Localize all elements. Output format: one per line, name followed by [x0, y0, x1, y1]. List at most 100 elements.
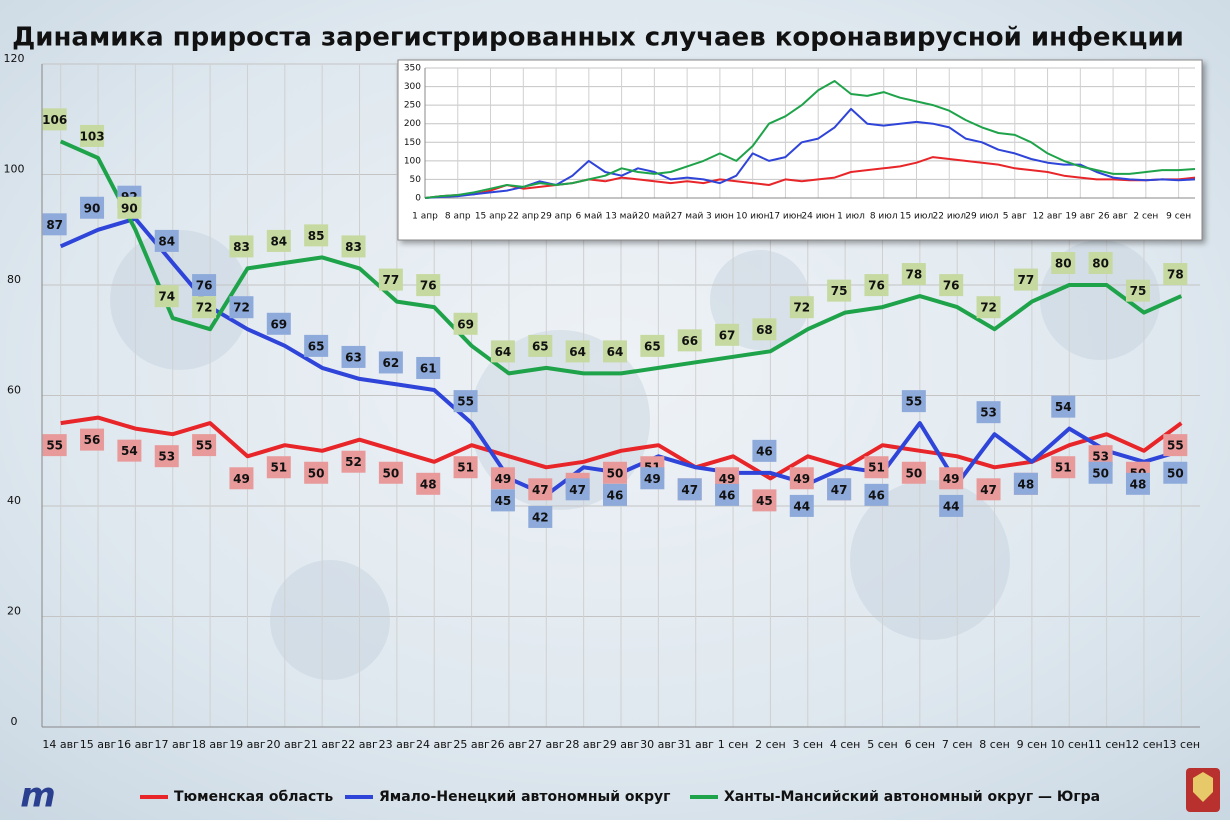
x-tick-label: 10 сен: [1051, 738, 1089, 751]
y-tick-label: 300: [404, 82, 421, 92]
x-tick-label: 22 авг: [341, 738, 378, 751]
data-label: 62: [383, 356, 400, 370]
x-tick-label: 17 авг: [154, 738, 191, 751]
data-label-box: [378, 268, 403, 291]
y-tick-label: 250: [404, 101, 421, 111]
x-tick-label: 26 авг: [1098, 212, 1128, 222]
data-label: 46: [868, 488, 885, 502]
x-tick-label: 27 май: [671, 212, 704, 222]
data-label-box: [715, 483, 740, 506]
data-label-box: [939, 467, 964, 490]
data-label: 80: [1055, 257, 1072, 271]
x-tick-label: 24 авг: [416, 738, 453, 751]
data-label: 53: [1092, 450, 1109, 464]
data-label-box: [378, 461, 403, 484]
x-tick-label: 29 апр: [540, 212, 572, 222]
x-tick-label: 25 авг: [453, 738, 490, 751]
svg-text:m: m: [20, 776, 55, 816]
x-tick-label: 28 авг: [565, 738, 602, 751]
data-label: 64: [569, 345, 586, 359]
data-label-box: [416, 472, 441, 495]
data-label-box: [827, 478, 852, 501]
data-label-box: [304, 461, 329, 484]
y-tick-label: 60: [7, 384, 21, 397]
data-label-box: [42, 108, 67, 131]
data-label-box: [640, 334, 665, 357]
x-tick-label: 27 авг: [528, 738, 565, 751]
data-label: 50: [1092, 466, 1109, 480]
data-label: 103: [80, 129, 105, 143]
x-tick-label: 15 авг: [80, 738, 117, 751]
data-label-box: [1088, 252, 1113, 274]
data-label-box: [864, 483, 889, 506]
data-label-box: [192, 434, 217, 457]
x-tick-label: 3 июн: [706, 212, 734, 222]
series-line: [60, 415, 1183, 481]
data-label-box: [603, 483, 627, 506]
data-label: 72: [980, 301, 997, 315]
data-label: 65: [308, 339, 325, 353]
data-label: 65: [644, 339, 661, 353]
data-label: 49: [719, 472, 736, 486]
data-label-box: [154, 229, 179, 252]
x-tick-label: 20 май: [638, 212, 671, 222]
data-label: 83: [233, 240, 250, 254]
data-label-box: [976, 296, 1001, 319]
data-label: 84: [270, 234, 287, 248]
x-tick-label: 29 авг: [603, 738, 640, 751]
data-label: 50: [607, 466, 624, 480]
data-label: 45: [495, 494, 512, 508]
data-label-box: [1125, 472, 1150, 495]
x-tick-label: 19 авг: [229, 738, 266, 751]
data-label-box: [416, 356, 441, 379]
data-label: 65: [532, 339, 549, 353]
data-label-box: [789, 494, 814, 517]
x-tick-label: 9 сен: [1017, 738, 1048, 751]
x-tick-label: 19 авг: [1065, 212, 1095, 222]
legend-label: Ханты-Мансийский автономный округ — Югра: [724, 789, 1100, 805]
data-label-box: [528, 334, 553, 357]
data-label-box: [154, 445, 179, 468]
data-label: 75: [1130, 284, 1147, 298]
x-tick-label: 18 авг: [192, 738, 229, 751]
data-label: 48: [1018, 477, 1035, 491]
x-tick-label: 8 апр: [445, 212, 471, 222]
x-tick-label: 1 июл: [837, 212, 865, 222]
x-tick-label: 6 сен: [905, 738, 936, 751]
x-tick-label: 8 июл: [870, 212, 898, 222]
x-tick-label: 14 авг: [42, 738, 79, 751]
data-label-box: [752, 489, 777, 512]
data-label: 54: [121, 444, 138, 458]
data-label: 87: [46, 218, 63, 232]
x-tick-label: 5 сен: [867, 738, 898, 751]
y-tick-label: 80: [7, 273, 21, 286]
data-label-box: [192, 274, 217, 297]
data-label-box: [901, 461, 926, 484]
data-label-box: [117, 196, 142, 219]
data-label-box: [453, 390, 478, 413]
data-label: 44: [943, 499, 960, 513]
data-label: 67: [719, 328, 736, 342]
data-label: 83: [345, 240, 362, 254]
data-label-box: [528, 505, 553, 528]
y-tick-label: 200: [404, 119, 421, 129]
data-label: 78: [905, 268, 922, 282]
data-label: 51: [457, 461, 474, 475]
data-label-box: [603, 340, 627, 363]
x-tick-label: 17 июн: [769, 212, 803, 222]
data-label-box: [1163, 263, 1188, 286]
x-tick-label: 12 авг: [1033, 212, 1063, 222]
data-label-box: [1125, 279, 1150, 302]
data-label: 90: [84, 201, 101, 215]
data-label: 64: [495, 345, 512, 359]
data-label: 61: [420, 361, 437, 375]
data-label-box: [1013, 472, 1038, 495]
data-label: 69: [457, 317, 474, 331]
data-label-box: [378, 351, 403, 374]
x-tick-label: 9 сен: [1166, 212, 1191, 222]
data-label: 42: [532, 510, 549, 524]
data-label: 55: [196, 439, 213, 453]
data-label: 106: [42, 113, 67, 127]
data-label-box: [864, 274, 889, 297]
